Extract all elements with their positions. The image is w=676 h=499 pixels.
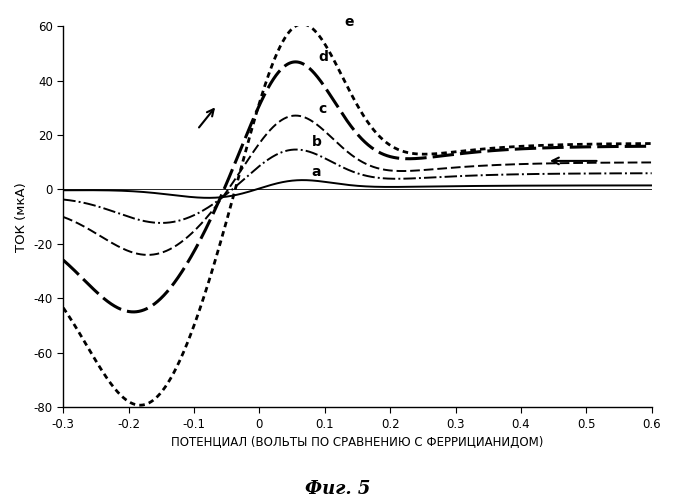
X-axis label: ПОТЕНЦИАЛ (ВОЛЬТЫ ПО СРАВНЕНИЮ С ФЕРРИЦИАНИДОМ): ПОТЕНЦИАЛ (ВОЛЬТЫ ПО СРАВНЕНИЮ С ФЕРРИЦИ… — [171, 436, 544, 449]
Y-axis label: ТОК (мкА): ТОК (мкА) — [15, 182, 28, 251]
Text: Фиг. 5: Фиг. 5 — [306, 480, 370, 498]
Text: a: a — [312, 165, 321, 179]
Text: c: c — [318, 102, 327, 116]
Text: e: e — [344, 15, 354, 29]
Text: b: b — [312, 135, 322, 149]
Text: d: d — [318, 50, 328, 64]
